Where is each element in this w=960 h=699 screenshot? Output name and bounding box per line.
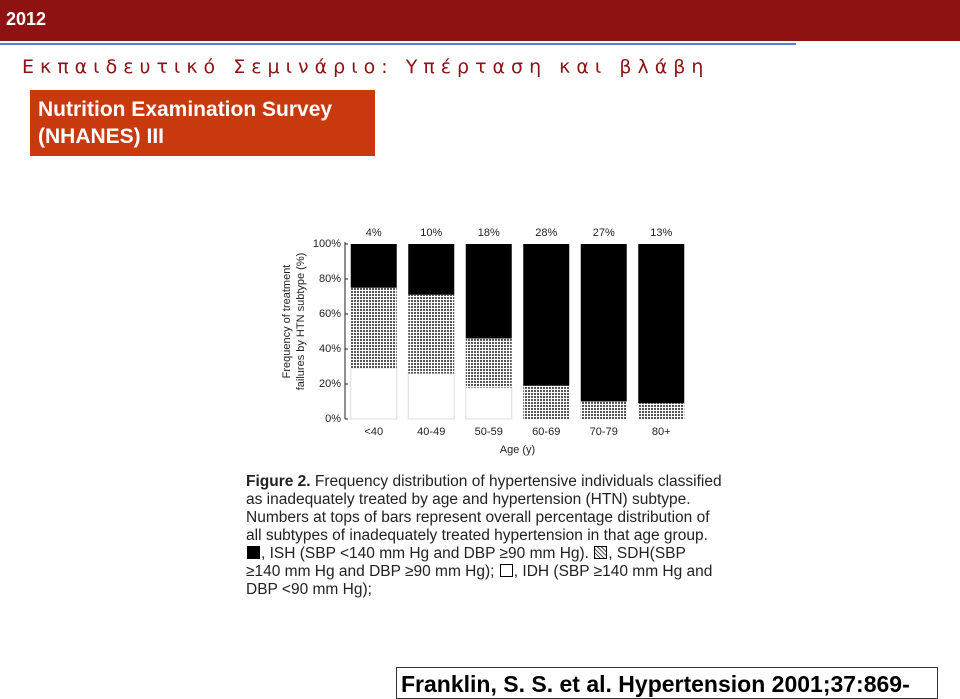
bar-segment [407, 373, 455, 420]
caption-text: Frequency distribution of hypertensive i… [246, 473, 722, 544]
box-line: Nutrition Examination Survey [38, 98, 333, 121]
legend-swatch [499, 564, 513, 577]
bar-segment [465, 387, 513, 420]
y-tick-label: 40% [319, 343, 341, 355]
top-label: 27% [593, 227, 615, 239]
x-tick-label: 70-79 [590, 426, 618, 438]
y-axis-label: failures by HTN subtype (%) [295, 253, 307, 391]
legend-name: SDH [616, 545, 650, 562]
legend-swatch [247, 546, 260, 559]
citation: Franklin, S. S. et al. Hypertension 2001… [396, 667, 938, 699]
x-tick-label: 80+ [652, 426, 671, 438]
bar-segment [350, 367, 398, 420]
bar-segment [638, 403, 685, 419]
legend-name: ISH [269, 545, 296, 562]
caption-label: Figure 2. [246, 473, 311, 490]
caption: Figure 2. Frequency distribution of hype… [246, 473, 724, 599]
topic-box: Nutrition Examination Survey (NHANES) III [30, 90, 375, 156]
bar-segment [580, 401, 627, 419]
y-tick-label: 20% [319, 378, 341, 390]
y-tick-label: 0% [325, 413, 341, 425]
legend-separator: , [608, 545, 613, 562]
top-label: 10% [420, 227, 442, 239]
y-tick-label: 60% [319, 308, 341, 320]
box-line: (NHANES) III [38, 125, 164, 148]
subtitle: Εκπαιδευτικό Σεμινάριο: Υπέρταση και βλά… [22, 56, 710, 78]
bar-segment [408, 244, 455, 295]
legend-swatch [594, 546, 608, 559]
y-tick-label: 80% [319, 273, 341, 285]
rule [0, 43, 796, 45]
legend-name: IDH [522, 563, 550, 580]
legend-separator: , [513, 563, 519, 580]
legend-desc: (SBP ≥140 mm Hg and DBP <90 mm Hg); [246, 563, 713, 598]
top-label: 28% [535, 227, 557, 239]
bar-segment [350, 244, 397, 288]
bar-segment [638, 244, 685, 404]
legend-desc: (SBP <140 mm Hg and DBP ≥90 mm Hg). [295, 545, 589, 562]
bar-segment [523, 244, 570, 386]
x-tick-label: 60-69 [532, 426, 560, 438]
bar-segment [580, 244, 627, 402]
legend-separator: , [261, 545, 266, 562]
y-axis-label: Frequency of treatment [281, 265, 293, 379]
x-tick-label: 40-49 [417, 426, 445, 438]
y-tick-label: 100% [313, 238, 341, 250]
plot-frame [344, 223, 691, 426]
top-label: 4% [366, 227, 382, 239]
header-bar: 2012 [0, 0, 960, 41]
x-tick-label: 50-59 [475, 426, 503, 438]
bar-segment [523, 385, 570, 419]
bar-segment [350, 287, 397, 369]
legend-desc: (SBP ≥140 mm Hg and DBP ≥90 mm Hg); [246, 545, 686, 580]
x-axis-label: Age (y) [500, 444, 535, 456]
bar-segment [465, 338, 512, 388]
year: 2012 [6, 9, 47, 29]
bar-segment [408, 294, 455, 374]
top-label: 18% [478, 227, 500, 239]
top-label: 13% [650, 227, 672, 239]
bar-segment [465, 244, 512, 339]
x-tick-label: <40 [364, 426, 383, 438]
legend: , ISH (SBP <140 mm Hg and DBP ≥90 mm Hg)… [246, 545, 712, 598]
